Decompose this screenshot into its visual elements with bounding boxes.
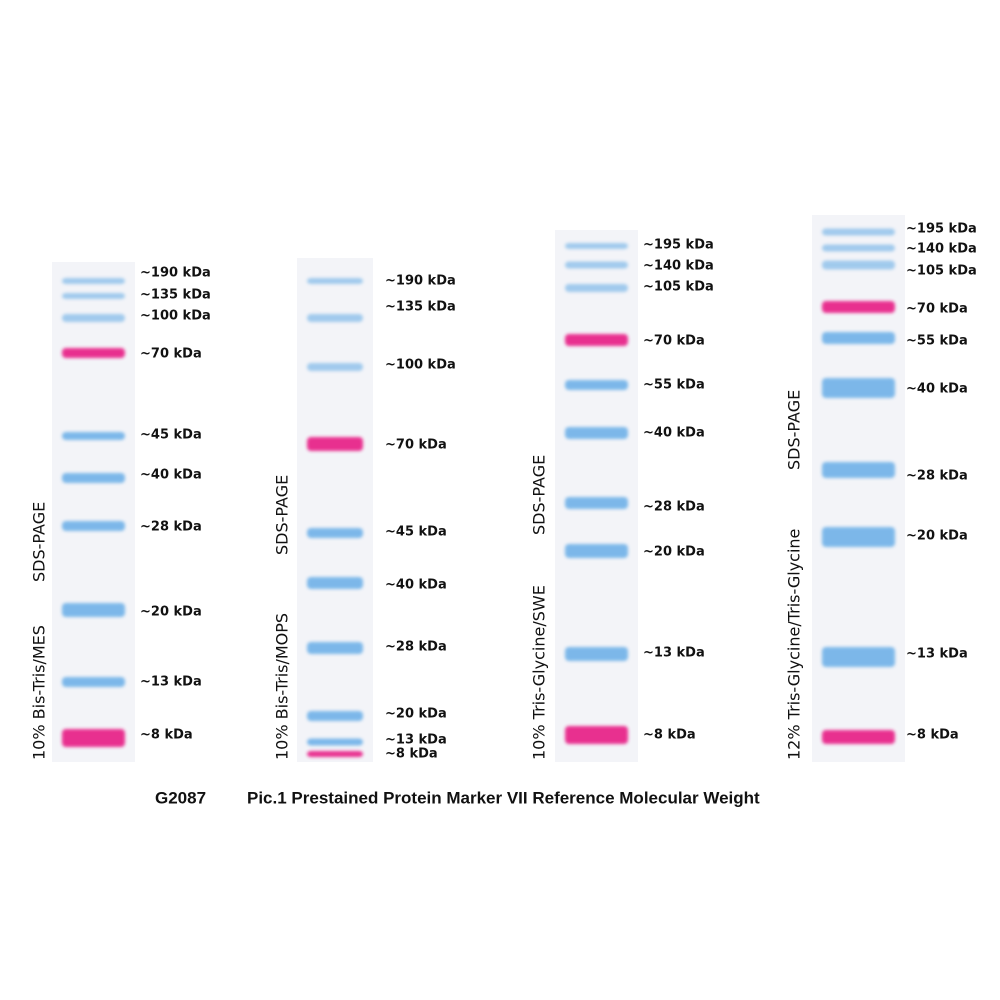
band xyxy=(565,544,628,558)
band xyxy=(565,726,628,744)
band xyxy=(822,244,895,252)
band xyxy=(565,261,628,269)
band-label: ~28 kDa xyxy=(385,640,447,655)
gel-type: 10% Tris-Glycine/SWE xyxy=(530,585,549,760)
band-label: ~13 kDa xyxy=(140,675,202,690)
band xyxy=(822,527,895,547)
gel-background xyxy=(297,258,373,762)
band xyxy=(307,363,363,371)
band xyxy=(565,647,628,661)
band-label: ~70 kDa xyxy=(385,438,447,453)
gel-method: SDS-PAGE xyxy=(530,455,549,535)
gel: ~195 kDa ~140 kDa ~105 kDa ~70 kDa ~55 kDa ~4… xyxy=(785,215,977,762)
band xyxy=(307,751,363,757)
band xyxy=(565,284,628,292)
band xyxy=(62,432,125,440)
gel-type: 12% Tris-Glycine/Tris-Glycine xyxy=(785,529,804,760)
band xyxy=(822,647,895,667)
band-label: ~8 kDa xyxy=(643,728,696,743)
band xyxy=(62,603,125,617)
band-label: ~8 kDa xyxy=(140,728,193,743)
band xyxy=(822,301,895,313)
gels: ~190 kDa ~135 kDa ~100 kDa ~70 kDa ~45 kDa ~4… xyxy=(30,215,977,762)
band-label: ~20 kDa xyxy=(643,545,705,560)
band-label: ~40 kDa xyxy=(906,382,968,397)
gel-background xyxy=(555,230,638,762)
band xyxy=(307,278,363,284)
band-label: ~190 kDa xyxy=(140,266,211,281)
band-label: ~40 kDa xyxy=(385,578,447,593)
band xyxy=(307,314,363,322)
gel-background xyxy=(812,215,905,762)
band-label: ~8 kDa xyxy=(385,747,438,762)
band-label: ~20 kDa xyxy=(906,529,968,544)
band-label: ~13 kDa xyxy=(906,647,968,662)
band xyxy=(565,243,628,249)
caption-text: Pic.1 Prestained Protein Marker VII Refe… xyxy=(247,788,760,807)
band xyxy=(822,332,895,344)
band-label: ~40 kDa xyxy=(643,426,705,441)
band-label: ~13 kDa xyxy=(643,646,705,661)
band-label: ~28 kDa xyxy=(140,520,202,535)
gel: ~190 kDa ~135 kDa ~100 kDa ~70 kDa ~45 kDa ~4… xyxy=(30,262,211,762)
band xyxy=(307,738,363,746)
gel-method: SDS-PAGE xyxy=(785,390,804,470)
caption-code: G2087 xyxy=(155,788,206,807)
band xyxy=(565,497,628,509)
band xyxy=(822,228,895,236)
band-label: ~28 kDa xyxy=(906,469,968,484)
gel-method: SDS-PAGE xyxy=(273,475,292,555)
band xyxy=(307,437,363,451)
band-label: ~100 kDa xyxy=(140,309,211,324)
band xyxy=(62,677,125,687)
band xyxy=(307,528,363,538)
band xyxy=(565,380,628,390)
band-label: ~45 kDa xyxy=(140,428,202,443)
band-label: ~8 kDa xyxy=(906,728,959,743)
band-label: ~70 kDa xyxy=(140,347,202,362)
gel-type: 10% Bis-Tris/MES xyxy=(30,625,49,760)
band xyxy=(62,521,125,531)
gel: ~195 kDa ~140 kDa ~105 kDa ~70 kDa ~55 kDa ~4… xyxy=(530,230,714,762)
gel: ~190 kDa ~135 kDa ~100 kDa ~70 kDa ~45 kDa ~4… xyxy=(273,258,456,762)
band-label: ~13 kDa xyxy=(385,733,447,748)
band xyxy=(822,730,895,744)
band xyxy=(62,473,125,483)
band-label: ~55 kDa xyxy=(643,378,705,393)
band-label: ~20 kDa xyxy=(140,605,202,620)
band xyxy=(307,711,363,721)
band-label: ~20 kDa xyxy=(385,707,447,722)
band-label: ~140 kDa xyxy=(643,259,714,274)
band-label: ~195 kDa xyxy=(906,222,977,237)
band xyxy=(62,278,125,284)
band xyxy=(822,378,895,398)
band xyxy=(307,642,363,654)
band-label: ~195 kDa xyxy=(643,238,714,253)
band xyxy=(62,293,125,299)
band-label: ~100 kDa xyxy=(385,358,456,373)
band-label: ~135 kDa xyxy=(385,300,456,315)
band xyxy=(822,260,895,270)
band-label: ~28 kDa xyxy=(643,500,705,515)
band xyxy=(62,729,125,747)
band-label: ~105 kDa xyxy=(906,264,977,279)
band-label: ~55 kDa xyxy=(906,334,968,349)
band xyxy=(62,314,125,322)
gel-type: 10% Bis-Tris/MOPS xyxy=(273,613,292,760)
band xyxy=(565,334,628,346)
gel-method: SDS-PAGE xyxy=(30,502,49,582)
band-label: ~105 kDa xyxy=(643,280,714,295)
band-label: ~70 kDa xyxy=(906,302,968,317)
band-label: ~70 kDa xyxy=(643,334,705,349)
band-label: ~140 kDa xyxy=(906,242,977,257)
band xyxy=(822,462,895,478)
band-label: ~40 kDa xyxy=(140,468,202,483)
band-label: ~45 kDa xyxy=(385,525,447,540)
band xyxy=(62,348,125,358)
band xyxy=(307,577,363,589)
band-label: ~190 kDa xyxy=(385,274,456,289)
band xyxy=(565,427,628,439)
band-label: ~135 kDa xyxy=(140,288,211,303)
